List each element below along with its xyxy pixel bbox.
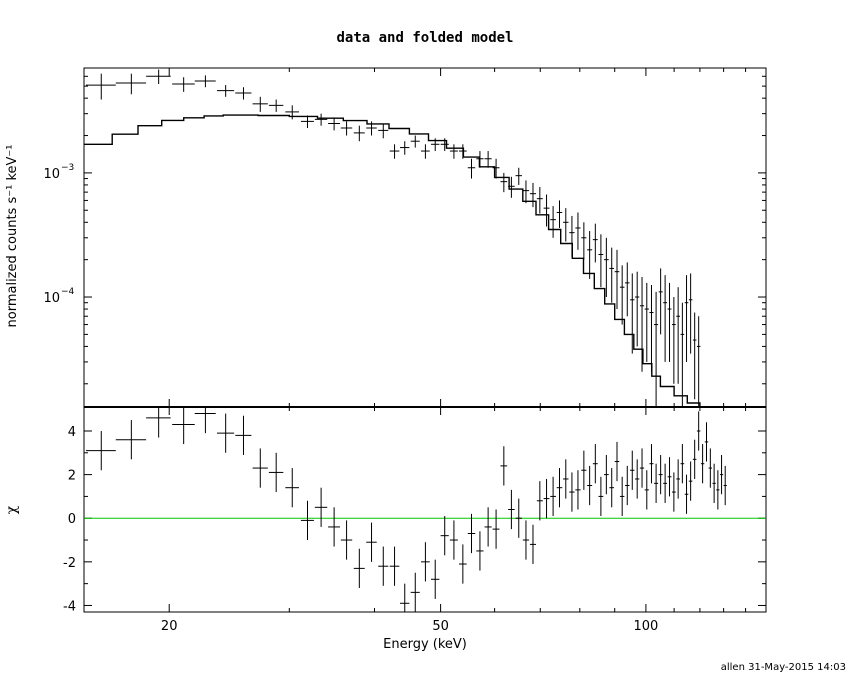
timestamp-footer: allen 31-May-2015 14:03 — [720, 662, 846, 673]
x-tick-label: 20 — [161, 619, 178, 634]
y-tick-label-base: 10 — [43, 291, 60, 306]
y-axis-label: normalized counts s⁻¹ keV⁻¹ — [5, 145, 20, 328]
y-tick-label-base: 10 — [43, 167, 60, 182]
spectrum-frame — [83, 67, 767, 408]
residual-y-tick-label: 4 — [68, 425, 76, 440]
y-tick-label-exponent: −4 — [61, 287, 75, 297]
residual-y-tick-label: -2 — [63, 556, 76, 571]
x-tick-label: 100 — [633, 619, 658, 634]
x-tick-label: 50 — [432, 619, 449, 634]
residual-y-tick-label: 0 — [68, 512, 76, 527]
y-tick-label-exponent: −3 — [61, 163, 74, 173]
residual-y-tick-label: 2 — [68, 469, 76, 484]
model-step-curve — [84, 114, 766, 408]
chart-title: data and folded model — [336, 30, 514, 46]
residual-y-tick-label: -4 — [63, 599, 76, 614]
x-axis-label: Energy (keV) — [383, 637, 467, 652]
residual-y-axis-label: χ — [4, 505, 20, 514]
